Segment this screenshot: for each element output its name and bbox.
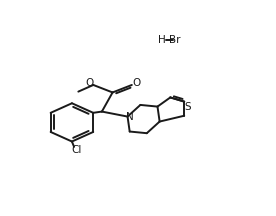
Text: S: S xyxy=(184,102,191,112)
Text: O: O xyxy=(132,78,140,88)
Text: Cl: Cl xyxy=(71,145,82,155)
Text: O: O xyxy=(85,78,93,88)
Text: N: N xyxy=(126,112,134,122)
Text: H: H xyxy=(158,35,166,45)
Text: Br: Br xyxy=(169,35,180,45)
